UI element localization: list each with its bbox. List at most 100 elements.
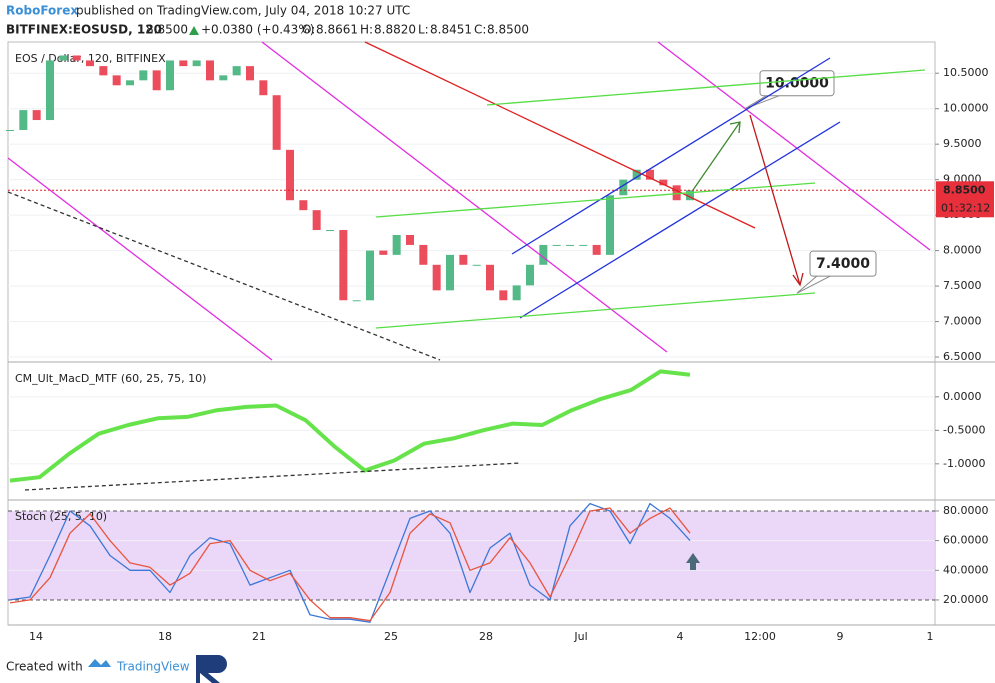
tv-logo	[88, 659, 111, 667]
y-tick-label: 10.0000	[943, 102, 989, 115]
published: published on TradingView.com, July 04, 2…	[76, 4, 410, 18]
candle	[6, 129, 14, 131]
footer-brand: TradingView	[116, 660, 190, 674]
open: 8.8661	[316, 23, 358, 37]
x-tick-label: 4	[677, 630, 684, 643]
candle	[352, 300, 361, 302]
l-label: L:	[418, 23, 429, 37]
x-tick-label: 25	[384, 630, 398, 643]
y-tick-label: 80.0000	[943, 504, 989, 517]
candle	[686, 190, 694, 201]
channel-line	[511, 57, 831, 255]
candle	[526, 264, 534, 286]
y-tick-label: 6.5000	[943, 350, 982, 363]
y-tick-label: 10.5000	[943, 66, 989, 79]
candle	[312, 210, 321, 231]
candle	[472, 264, 481, 266]
candle	[206, 60, 214, 81]
candle	[459, 254, 468, 265]
x-tick-label: 21	[252, 630, 266, 643]
y-tick-label: -1.0000	[943, 457, 985, 470]
arrow	[749, 114, 804, 287]
drawings	[7, 41, 931, 570]
trend-line	[7, 157, 273, 361]
footer-created: Created with	[6, 660, 83, 674]
candle	[579, 244, 588, 246]
y-tick-label: 8.0000	[943, 244, 982, 257]
y-tick-label: 20.0000	[943, 593, 989, 606]
candle	[646, 169, 654, 180]
candle	[86, 60, 94, 67]
candle	[272, 95, 281, 150]
c-label: C:	[474, 23, 486, 37]
y-tick-label: 9.5000	[943, 137, 982, 150]
channel-line	[375, 182, 816, 218]
rf-logo	[196, 655, 227, 683]
symbol: BITFINEX:EOSUSD, 120	[6, 23, 162, 37]
candle	[446, 254, 454, 291]
candle	[392, 234, 401, 255]
series-line	[9, 502, 691, 623]
y-tick-label: 7.5000	[943, 279, 982, 292]
countdown: 01:32:12	[941, 201, 990, 214]
candle	[379, 250, 388, 255]
candle	[606, 195, 614, 255]
up-icon	[189, 26, 199, 35]
candle	[366, 250, 374, 301]
candle	[126, 80, 134, 86]
x-tick-label: 28	[479, 630, 493, 643]
callout-box	[809, 250, 877, 277]
h-label: H:	[360, 23, 373, 37]
y-tick-label: 40.0000	[943, 563, 989, 576]
candle	[139, 70, 148, 81]
candle	[19, 110, 28, 130]
candle	[72, 55, 81, 61]
trend-line	[364, 41, 756, 229]
candle	[552, 244, 561, 246]
candle	[432, 264, 441, 291]
candle	[419, 244, 428, 265]
pane-title: Stoch (25, 5, 10)	[15, 510, 107, 523]
channel-line	[519, 121, 841, 319]
y-tick-label: 60.0000	[943, 534, 989, 547]
candle	[59, 55, 68, 61]
candle	[99, 66, 108, 76]
series-line	[9, 507, 691, 622]
candle	[246, 66, 254, 81]
x-tick-label: 18	[158, 630, 172, 643]
candle	[192, 60, 201, 67]
last-price-label: 8.8500	[943, 183, 986, 196]
callout-pointer	[796, 274, 833, 294]
candle	[112, 75, 121, 86]
close: 8.8500	[487, 23, 529, 37]
dashed-line	[24, 462, 521, 491]
trend-line	[657, 41, 931, 251]
publisher: RoboForex	[6, 4, 78, 18]
candle	[659, 179, 668, 186]
arrow-icon	[686, 553, 700, 570]
candle	[512, 285, 521, 301]
candle	[46, 60, 54, 121]
x-tick-label: Jul	[573, 630, 587, 643]
candle	[286, 149, 294, 201]
candle	[566, 244, 574, 246]
candle	[232, 66, 241, 76]
candle	[259, 80, 268, 96]
band	[8, 510, 935, 600]
y-tick-label: 7.0000	[943, 315, 982, 328]
candle	[152, 70, 161, 91]
x-tick-label: 14	[29, 630, 43, 643]
candle	[619, 179, 628, 196]
candle	[406, 234, 414, 245]
channel-line	[486, 69, 926, 106]
dashed-line	[7, 191, 441, 361]
candle	[499, 290, 508, 301]
candle	[166, 60, 174, 91]
candle	[339, 230, 348, 301]
candle	[592, 244, 601, 255]
o-label: O:	[302, 23, 315, 37]
price: 8.8500	[146, 23, 188, 37]
candle	[672, 185, 681, 201]
series-line	[9, 369, 691, 483]
